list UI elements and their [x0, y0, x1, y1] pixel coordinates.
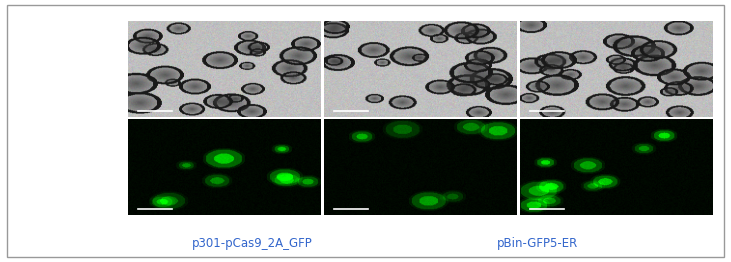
Text: p301-pCas9_2A_GFP: p301-pCas9_2A_GFP — [192, 237, 313, 250]
Text: pBin-GFP5-ER: pBin-GFP5-ER — [496, 237, 578, 250]
